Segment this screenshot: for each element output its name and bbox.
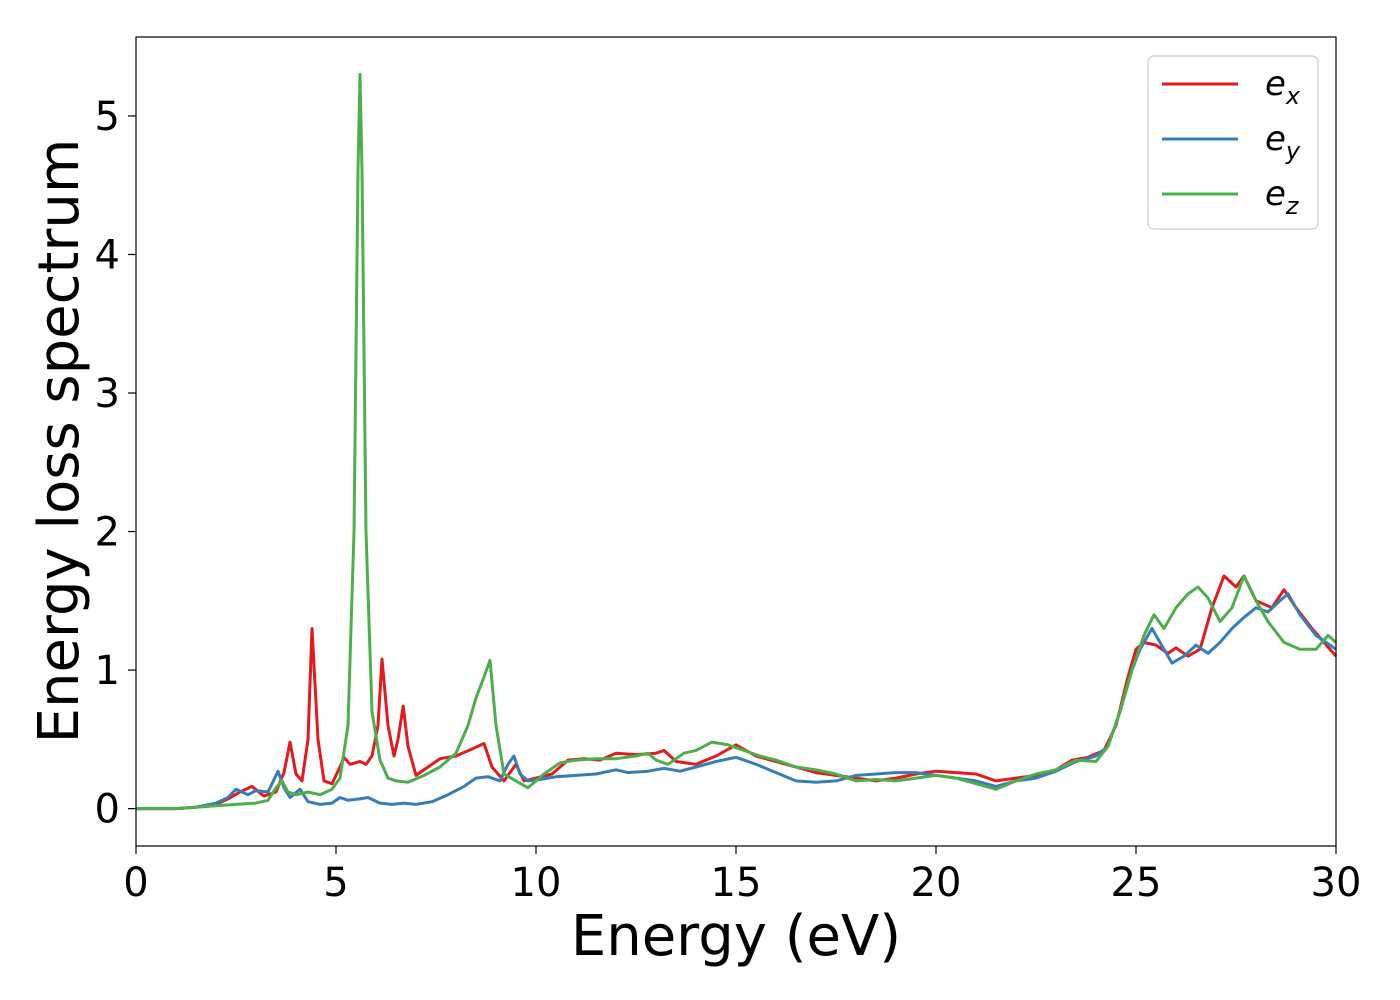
y-tick-label: 3 [95,371,120,417]
series-layer [136,72,1338,811]
legend-label-x: ex [1265,64,1301,110]
y-tick-label: 0 [95,787,120,833]
x-tick-label: 20 [911,860,962,906]
legend-label-base: e [1265,174,1286,214]
y-tick-label: 5 [95,94,120,140]
series-line-x [136,574,1338,811]
y-tick-label: 1 [95,648,120,694]
legend-label-z: ez [1265,174,1300,220]
legend-label-base: e [1265,64,1286,104]
legend-label-subscript: x [1285,82,1301,110]
x-axis: 0 5 10 15 20 25 30 [123,846,1361,906]
x-tick-label: 30 [1311,860,1362,906]
legend-box [1147,55,1319,230]
x-tick-label: 15 [711,860,762,906]
x-tick-label: 5 [323,860,348,906]
series-line-y [136,592,1337,811]
x-axis-title: Energy (eV) [571,904,901,969]
y-axis: 0 1 2 3 4 5 [95,94,136,833]
legend-label-subscript: y [1285,137,1301,165]
legend-label-subscript: z [1285,192,1300,220]
y-tick-label: 2 [95,510,120,556]
x-tick-label: 10 [511,860,562,906]
x-tick-label: 0 [123,860,148,906]
legend-label-y: ey [1265,119,1301,165]
legend-label-base: e [1265,119,1286,159]
y-tick-label: 4 [95,232,120,278]
y-axis-title: Energy loss spectrum [27,139,92,744]
series-line-z [136,72,1337,811]
x-tick-label: 25 [1111,860,1162,906]
